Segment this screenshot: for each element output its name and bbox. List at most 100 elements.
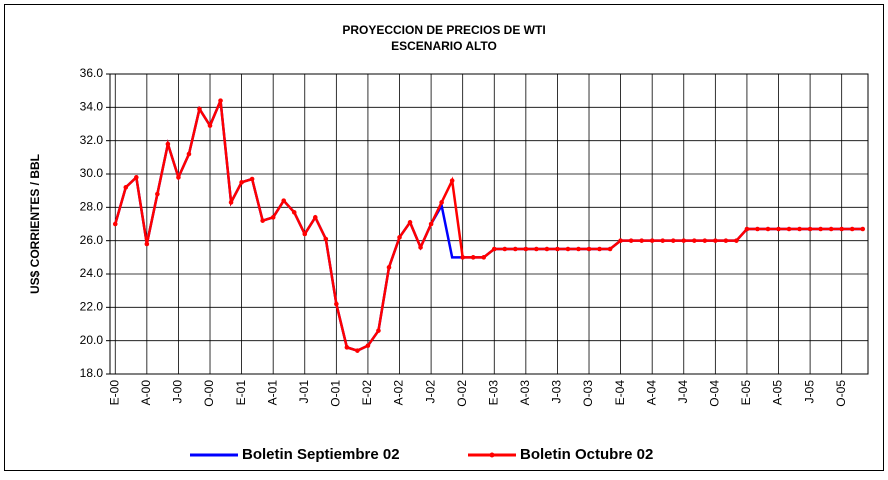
marker [491,246,497,252]
x-tick-label: O-04 [708,380,722,407]
marker [407,220,413,225]
y-tick-label: 32.0 [80,133,104,147]
marker [197,106,202,112]
chart-title: PROYECCION DE PRECIOS DE WTI [342,23,545,37]
marker [670,238,676,243]
marker [323,236,329,242]
marker [639,238,644,243]
marker [207,123,213,128]
marker [134,175,139,180]
y-tick-label: 22.0 [80,300,104,314]
x-tick-label: A-03 [518,380,532,406]
x-tick-label: A-00 [139,380,153,406]
marker [249,176,255,182]
x-tick-label: E-02 [360,380,374,406]
x-tick-label: E-01 [234,380,248,406]
marker [691,238,697,243]
marker [144,241,150,247]
y-tick-label: 28.0 [80,200,104,214]
legend-label: Boletin Octubre 02 [520,446,653,463]
marker [281,198,287,203]
x-tick-label: O-03 [581,380,595,407]
x-tick-label: J-03 [550,380,564,404]
x-tick-label: E-04 [613,380,627,406]
marker [765,226,771,232]
chart-subtitle: ESCENARIO ALTO [391,39,497,53]
marker [481,255,487,260]
marker [386,265,392,270]
marker [270,215,276,220]
marker [723,238,729,243]
marker [344,345,350,350]
marker [397,235,402,240]
marker [439,200,444,205]
marker [807,226,813,232]
marker [355,348,360,353]
x-tick-label: A-02 [392,380,406,406]
marker [334,301,339,307]
marker [660,238,666,243]
y-tick-label: 18.0 [80,366,104,380]
x-tick-label: O-01 [329,380,343,407]
marker [365,343,371,348]
legend-label: Boletin Septiembre 02 [242,446,400,463]
marker [797,226,802,232]
x-tick-label: O-02 [455,380,469,407]
legend-marker [489,452,495,458]
marker [649,238,655,243]
marker [555,246,560,252]
x-tick-label: J-04 [676,380,690,404]
marker [576,246,581,252]
x-tick-label: J-02 [423,380,437,404]
x-tick-label: J-00 [171,380,185,404]
x-tick-label: A-05 [771,380,785,406]
marker [449,178,455,183]
marker [218,98,223,103]
marker [860,226,866,232]
marker [312,215,318,220]
y-tick-label: 20.0 [80,333,104,347]
marker [828,226,834,232]
marker [628,238,634,243]
marker [228,200,234,205]
marker [702,238,708,243]
marker [786,226,792,232]
x-tick-label: J-01 [297,380,311,404]
marker [744,226,750,232]
marker [376,328,381,333]
marker [112,221,118,227]
marker [565,246,571,252]
y-tick-label: 26.0 [80,233,104,247]
marker [418,245,423,250]
marker [123,185,129,190]
x-tick-label: A-01 [265,380,279,406]
marker [618,238,623,243]
marker [428,221,434,227]
marker [839,226,844,232]
x-tick-label: J-05 [802,380,816,404]
marker [165,141,171,147]
y-tick-label: 34.0 [80,100,104,114]
y-tick-label: 24.0 [80,266,104,280]
marker [155,191,160,197]
marker [513,246,518,252]
marker [776,226,781,232]
marker [586,246,592,252]
x-tick-label: O-00 [202,380,216,407]
x-tick-label: O-05 [834,380,848,407]
marker [734,238,739,243]
marker [470,255,476,260]
x-tick-label: A-04 [644,380,658,406]
marker [597,246,602,252]
marker [607,246,613,252]
x-tick-label: E-03 [486,380,500,406]
marker [239,180,244,185]
x-tick-label: E-05 [739,380,753,406]
marker [818,226,823,232]
marker [544,246,550,252]
marker [502,246,508,252]
marker [176,175,181,180]
marker [186,151,192,157]
marker [681,238,687,243]
